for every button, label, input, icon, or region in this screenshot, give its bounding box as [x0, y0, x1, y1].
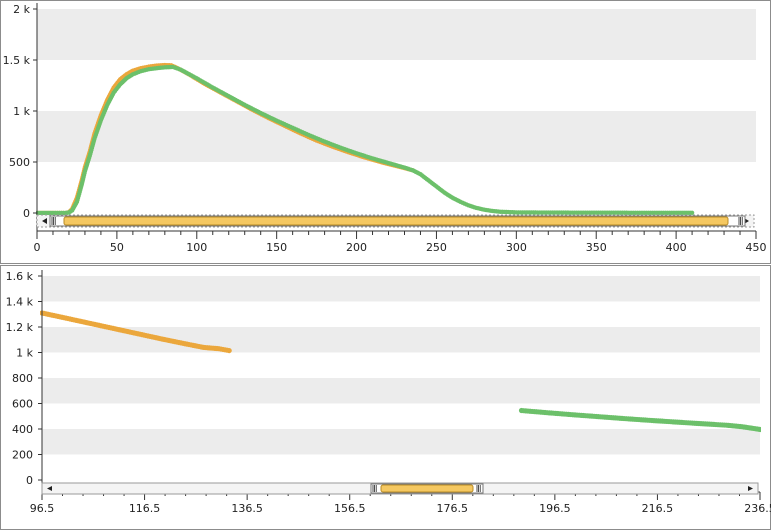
bottom-x-tick-label: 156.5: [334, 502, 366, 515]
bottom-series-green-point: [758, 427, 761, 433]
top-scroll-left-arrow-icon[interactable]: [42, 218, 47, 224]
bottom-y-tick-label: 400: [12, 423, 33, 436]
bottom-grid-band: [42, 276, 760, 302]
bottom-y-tick-label: 0: [26, 474, 33, 487]
bottom-scrollbar-thumb[interactable]: [380, 484, 474, 493]
top-x-tick-label: 400: [666, 241, 687, 254]
bottom-grid-band: [42, 327, 760, 353]
bottom-x-tick-label: 236.5: [744, 502, 771, 515]
top-x-tick-label: 350: [586, 241, 607, 254]
top-grid-band: [37, 9, 756, 60]
bottom-y-tick-label: 600: [12, 398, 33, 411]
bottom-y-tick-label: 200: [12, 449, 33, 462]
bottom-series-orange-point: [226, 347, 232, 354]
top-x-tick-label: 200: [346, 241, 367, 254]
top-y-tick-label: 2 k: [13, 3, 30, 16]
bottom-y-tick-label: 800: [12, 372, 33, 385]
bottom-x-tick-label: 96.5: [30, 502, 55, 515]
bottom-series-green-point: [765, 428, 770, 433]
bottom-y-tick-label: 1.6 k: [6, 270, 34, 283]
bottom-series-green-point: [767, 429, 771, 434]
bottom-x-tick-label: 136.5: [231, 502, 263, 515]
top-y-tick-label: 1.5 k: [3, 54, 31, 67]
top-x-tick-label: 0: [34, 241, 41, 254]
top-x-tick-label: 150: [266, 241, 287, 254]
top-scrollbar-thumb[interactable]: [63, 216, 729, 226]
top-series-green-point: [689, 210, 695, 215]
top-x-tick-label: 100: [186, 241, 207, 254]
bottom-x-tick-label: 176.5: [437, 502, 469, 515]
bottom-series-green-point: [763, 428, 768, 433]
top-x-tick-label: 250: [426, 241, 447, 254]
bottom-y-tick-label: 1.2 k: [6, 321, 34, 334]
top-x-tick-label: 300: [506, 241, 527, 254]
top-grid-band: [37, 111, 756, 162]
top-x-tick-label: 50: [110, 241, 124, 254]
bottom-scroll-left-arrow-icon[interactable]: [47, 486, 52, 491]
bottom-y-tick-label: 1.4 k: [6, 296, 34, 309]
top-y-tick-label: 1 k: [13, 105, 30, 118]
top-y-tick-label: 500: [9, 156, 30, 169]
bottom-grid-band: [42, 429, 760, 455]
bottom-y-tick-label: 1 k: [16, 347, 33, 360]
top-y-tick-label: 0: [23, 207, 30, 220]
top-x-tick-label: 450: [746, 241, 767, 254]
bottom-scroll-right-arrow-icon[interactable]: [748, 486, 753, 491]
bottom-series-green-point: [760, 429, 761, 431]
bottom-x-tick-label: 116.5: [129, 502, 161, 515]
bottom-x-tick-label: 216.5: [642, 502, 674, 515]
bottom-x-tick-label: 196.5: [539, 502, 571, 515]
bottom-grid-band: [42, 378, 760, 404]
